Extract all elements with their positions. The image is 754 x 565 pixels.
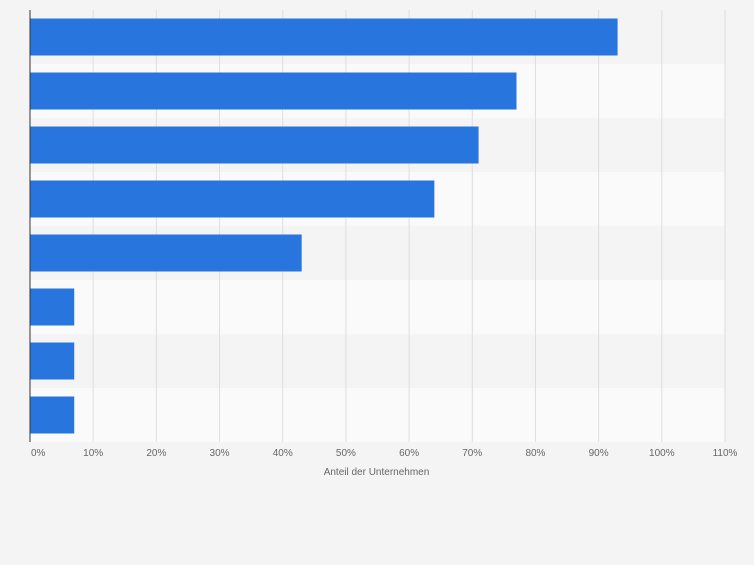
bar-7 [30,342,75,380]
bars [30,18,618,434]
x-tick-label: 10% [83,448,103,459]
bar-3 [30,126,479,164]
bar-2 [30,72,517,110]
row-band [30,388,725,442]
bar-4 [30,180,435,218]
x-tick-label: 100% [649,448,675,459]
x-tick-label: 0% [31,448,46,459]
x-tick-label: 30% [210,448,230,459]
x-tick-labels: 0% 10% 20% 30% 40% 50% 60% 70% 80% 90% 100% 110% [31,448,738,459]
row-band [30,334,725,388]
x-tick-label: 40% [273,448,293,459]
bar-8 [30,396,75,434]
x-tick-label: 50% [336,448,356,459]
bar-6 [30,288,75,326]
x-tick-label: 60% [399,448,419,459]
x-axis-label: Anteil der Unternehmen [324,467,430,478]
x-tick-label: 70% [462,448,482,459]
bar-5 [30,234,302,272]
x-tick-label: 80% [525,448,545,459]
row-band [30,280,725,334]
x-tick-label: 90% [589,448,609,459]
x-tick-label: 110% [713,448,738,459]
x-tick-label: 20% [146,448,166,459]
bar-1 [30,18,618,56]
